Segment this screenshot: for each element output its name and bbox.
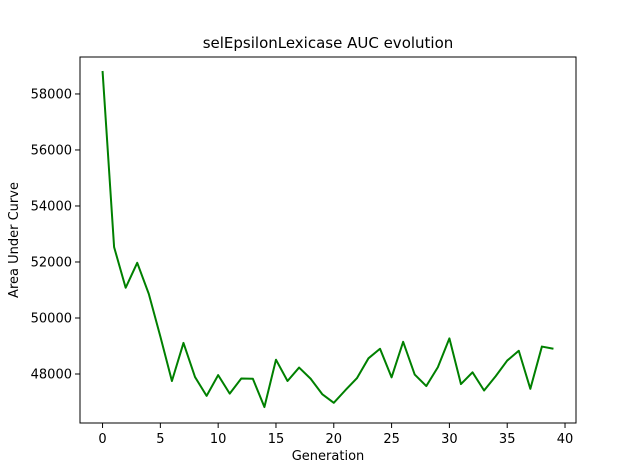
y-tick-label: 54000 [31,199,72,214]
x-axis: 0 5 10 15 20 25 30 35 40 [98,423,573,447]
y-tick-label: 52000 [31,255,72,270]
x-tick-label: 25 [383,432,400,447]
x-tick-label: 5 [156,432,164,447]
x-tick-label: 10 [210,432,227,447]
y-tick-label: 50000 [31,311,72,326]
x-axis-label: Generation [292,449,365,464]
series-layer [101,70,554,409]
plot-frame [79,56,577,424]
y-axis-label: Area Under Curve [7,182,22,298]
y-axis: 48000 50000 52000 54000 56000 58000 [31,87,80,382]
y-tick-label: 56000 [31,143,72,158]
y-tick-label: 58000 [31,87,72,102]
x-tick-label: 40 [557,432,574,447]
x-tick-label: 20 [326,432,343,447]
plot-area [80,57,576,423]
y-tick-label: 48000 [31,367,72,382]
chart-title: selEpsilonLexicase AUC evolution [203,34,454,52]
x-tick-label: 35 [499,432,516,447]
x-tick-label: 30 [441,432,458,447]
series-line [101,70,554,409]
x-tick-label: 0 [98,432,106,447]
x-tick-label: 15 [268,432,285,447]
